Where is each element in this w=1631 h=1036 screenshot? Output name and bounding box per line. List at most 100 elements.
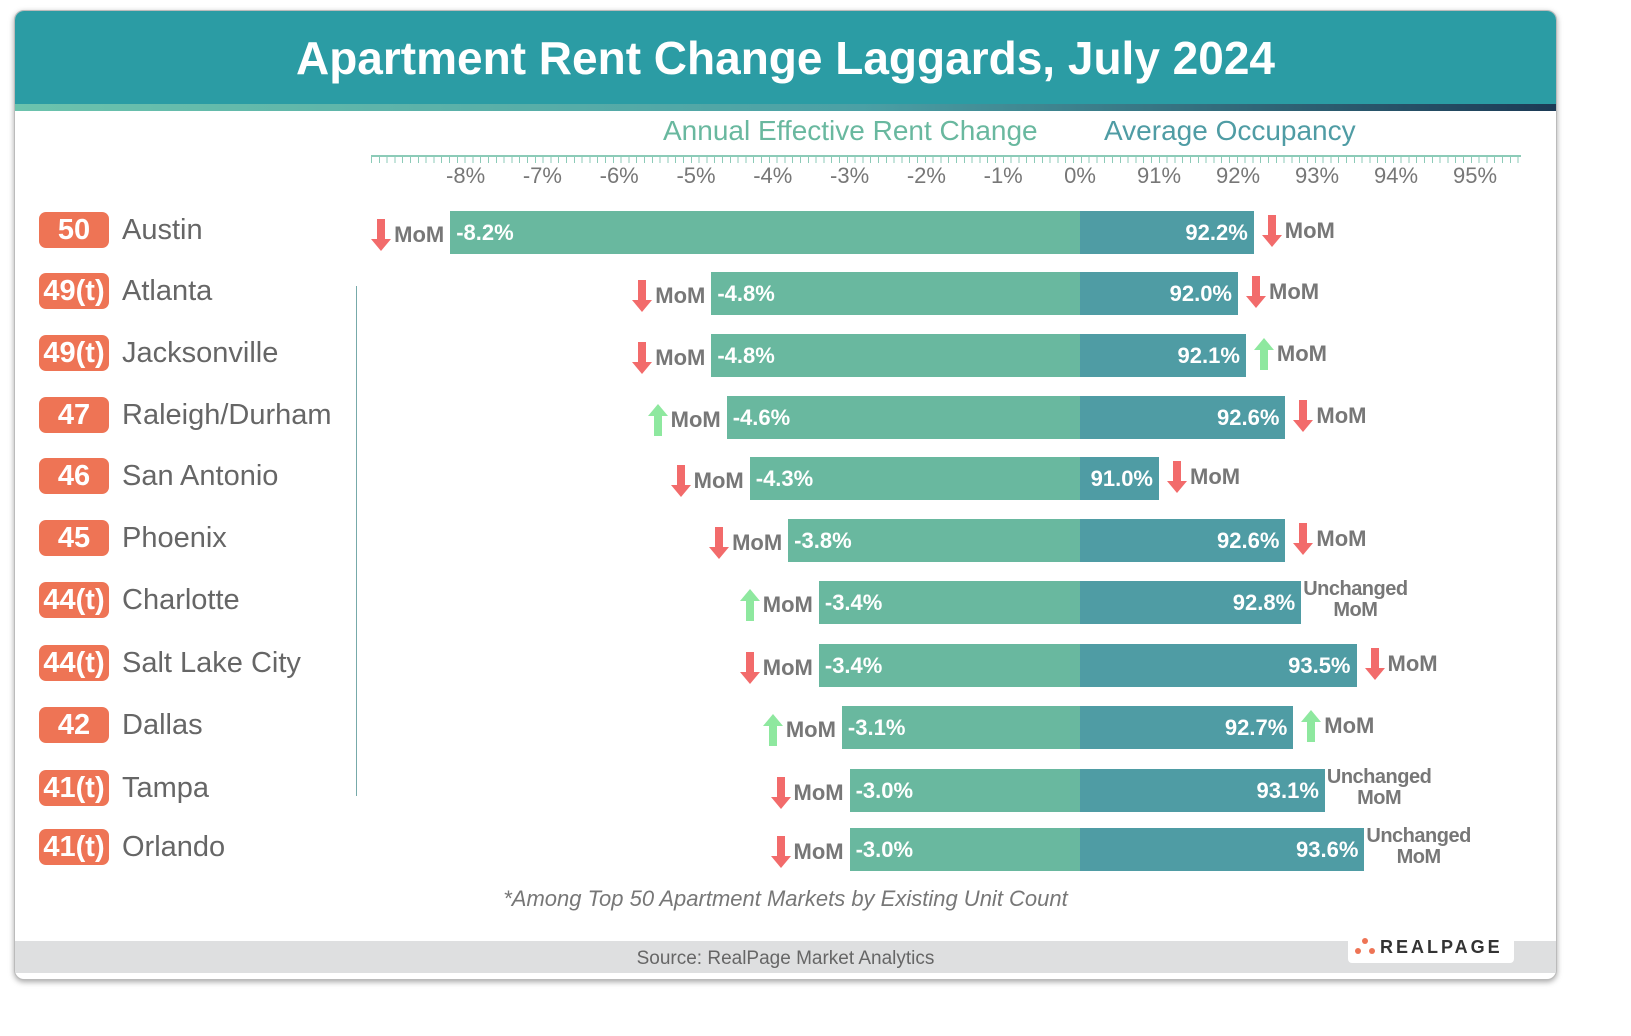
market-name: Phoenix xyxy=(122,522,227,554)
rent-change-bar: -3.4% xyxy=(818,644,1080,687)
arrow-up-icon xyxy=(1301,709,1322,742)
mom-text: MoM xyxy=(1316,402,1367,428)
axis-tick-label: -4% xyxy=(753,163,793,188)
mom-indicator: MoM xyxy=(739,583,813,626)
chart-card: Apartment Rent Change Laggards, July 202… xyxy=(14,10,1557,980)
mom-text: MoM xyxy=(785,716,836,742)
mom-text: MoM xyxy=(1190,463,1241,489)
rank-badge: 45 xyxy=(39,520,109,556)
arrow-down-icon xyxy=(632,279,653,312)
arrow-down-icon xyxy=(1246,275,1266,308)
mom-text: MoM xyxy=(732,529,783,555)
market-name: Atlanta xyxy=(122,275,213,307)
rank-badge: 44(t) xyxy=(39,645,109,681)
unchanged-text: Unchanged xyxy=(1326,766,1432,788)
arrow-down-icon xyxy=(1261,214,1282,247)
mom-indicator: MoM xyxy=(371,213,444,256)
occupancy-bar: 93.6% xyxy=(1080,828,1365,871)
mom-indicator: MoM xyxy=(739,646,813,689)
mom-indicator: MoM xyxy=(770,771,844,814)
mom-text: MoM xyxy=(1387,650,1438,676)
mom-indicator: MoM xyxy=(1293,517,1366,560)
axis-tick-label: 93% xyxy=(1294,163,1340,188)
arrow-up-icon xyxy=(739,588,760,621)
occupancy-bar: 91.0% xyxy=(1080,457,1159,500)
occupancy-bar: 92.1% xyxy=(1080,334,1246,377)
market-name: Orlando xyxy=(122,831,226,863)
realpage-logo: REALPAGE xyxy=(1348,929,1514,963)
rank-badge: 42 xyxy=(39,707,109,743)
source: Source: RealPage Market Analytics xyxy=(15,941,1556,973)
mom-text: MoM xyxy=(1357,787,1402,809)
market-name: Dallas xyxy=(122,709,203,741)
mom-indicator: MoM xyxy=(1253,332,1327,375)
mom-indicator: MoM xyxy=(670,459,744,502)
occupancy-bar: 92.2% xyxy=(1080,211,1254,254)
market-name: Austin xyxy=(122,214,203,246)
rent-change-bar: -8.2% xyxy=(450,211,1080,254)
rank-badge: 47 xyxy=(39,397,109,433)
occupancy-bar: 92.8% xyxy=(1080,581,1302,624)
axis-tick-label: -3% xyxy=(830,163,870,188)
market-name: Raleigh/Durham xyxy=(122,399,332,431)
arrow-up-icon xyxy=(1253,337,1274,370)
unchanged-text: Unchanged xyxy=(1303,578,1408,600)
rent-change-bar: -4.6% xyxy=(726,396,1080,439)
rank-badge: 49(t) xyxy=(39,335,109,371)
arrow-down-icon xyxy=(770,776,791,809)
footnote: *Among Top 50 Apartment Markets by Exist… xyxy=(503,886,1068,911)
axis-tick-label: -6% xyxy=(599,163,639,188)
rent-change-bar: -3.1% xyxy=(841,706,1080,749)
arrow-down-icon xyxy=(1293,522,1314,555)
mom-text: MoM xyxy=(762,654,813,680)
mom-indicator: MoM xyxy=(1167,455,1240,498)
occupancy-bar: 92.6% xyxy=(1080,396,1286,439)
rent-change-bar: -4.8% xyxy=(711,334,1080,377)
occupancy-bar: 93.1% xyxy=(1080,769,1325,812)
rank-badge: 41(t) xyxy=(39,829,109,865)
mom-text: MoM xyxy=(1396,846,1442,868)
arrow-down-icon xyxy=(1293,399,1314,432)
arrow-down-icon xyxy=(770,835,791,868)
header-stripe xyxy=(15,104,1556,111)
rent-change-bar: -4.8% xyxy=(711,272,1080,315)
mom-text: MoM xyxy=(394,221,445,247)
arrow-down-icon xyxy=(1167,460,1187,493)
rank-badge: 44(t) xyxy=(39,582,109,618)
mom-text: MoM xyxy=(655,344,706,370)
arrow-down-icon xyxy=(371,218,392,251)
occupancy-bar: 92.7% xyxy=(1080,706,1294,749)
rank-badge: 49(t) xyxy=(39,273,109,309)
rank-badge: 50 xyxy=(39,212,109,248)
mom-indicator: MoM xyxy=(1261,209,1335,252)
mom-text: MoM xyxy=(670,406,721,432)
axis-tick-label: 0% xyxy=(1064,163,1096,188)
rank-badge: 46 xyxy=(39,458,109,494)
axis-tick-label: -8% xyxy=(446,163,486,188)
mom-text: MoM xyxy=(1276,340,1327,366)
axis-tick-label: 95% xyxy=(1452,163,1498,188)
occupancy-bar: 93.5% xyxy=(1080,644,1357,687)
mom-text: MoM xyxy=(1269,278,1320,304)
axis-tick-label: 91% xyxy=(1136,163,1182,188)
divider-line xyxy=(356,286,357,796)
mom-indicator: MoM xyxy=(647,398,721,441)
arrow-down-icon xyxy=(1364,647,1385,680)
axis-tick-label: -2% xyxy=(906,163,946,188)
occupancy-bar: 92.6% xyxy=(1080,519,1286,562)
mom-text: MoM xyxy=(1284,217,1335,243)
axis-tick-label: -7% xyxy=(522,163,562,188)
mom-indicator: MoM xyxy=(762,708,836,751)
axis-tick-label: 94% xyxy=(1373,163,1419,188)
axis-tick-label: 92% xyxy=(1215,163,1261,188)
mom-indicator: MoM xyxy=(1246,270,1319,313)
occupancy-bar: 92.0% xyxy=(1080,272,1238,315)
unchanged-text: Unchanged xyxy=(1366,825,1471,847)
rent-change-bar: -4.3% xyxy=(749,457,1080,500)
rent-change-bar: -3.0% xyxy=(849,828,1080,871)
mom-indicator: MoM xyxy=(770,830,844,873)
axis-tick-label: -5% xyxy=(676,163,716,188)
market-name: Charlotte xyxy=(122,584,240,616)
axis-ruler xyxy=(371,155,1521,163)
arrow-down-icon xyxy=(670,464,691,497)
